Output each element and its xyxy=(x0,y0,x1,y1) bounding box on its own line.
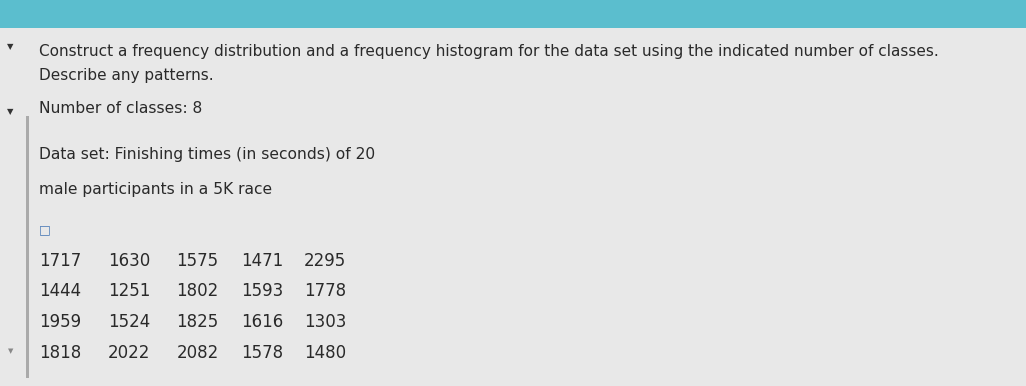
Text: 1578: 1578 xyxy=(241,344,283,362)
Text: 1575: 1575 xyxy=(176,252,219,269)
Text: 1778: 1778 xyxy=(304,283,346,300)
Text: male participants in a 5K race: male participants in a 5K race xyxy=(39,182,272,196)
Text: 1524: 1524 xyxy=(108,313,150,331)
Text: 1471: 1471 xyxy=(241,252,283,269)
Text: □: □ xyxy=(39,223,50,236)
Text: 1251: 1251 xyxy=(108,283,150,300)
Text: 1959: 1959 xyxy=(39,313,81,331)
Text: Data set: Finishing times (in seconds) of 20: Data set: Finishing times (in seconds) o… xyxy=(39,147,376,162)
Text: 1818: 1818 xyxy=(39,344,81,362)
Text: ▼: ▼ xyxy=(7,107,13,117)
Text: 1802: 1802 xyxy=(176,283,219,300)
Text: 1616: 1616 xyxy=(241,313,283,331)
Text: 1593: 1593 xyxy=(241,283,283,300)
Text: 1480: 1480 xyxy=(304,344,346,362)
Text: 1303: 1303 xyxy=(304,313,346,331)
Text: 2022: 2022 xyxy=(108,344,150,362)
Text: 1444: 1444 xyxy=(39,283,81,300)
Text: 1717: 1717 xyxy=(39,252,81,269)
Text: 1825: 1825 xyxy=(176,313,219,331)
Text: Construct a frequency distribution and a frequency histogram for the data set us: Construct a frequency distribution and a… xyxy=(39,44,939,59)
Text: Number of classes: 8: Number of classes: 8 xyxy=(39,101,202,115)
Bar xyxy=(26,116,29,378)
Text: ▼: ▼ xyxy=(7,348,13,354)
Text: 1630: 1630 xyxy=(108,252,150,269)
Text: Describe any patterns.: Describe any patterns. xyxy=(39,68,213,83)
Text: ▼: ▼ xyxy=(7,42,13,51)
Text: 2295: 2295 xyxy=(304,252,346,269)
Text: 2082: 2082 xyxy=(176,344,219,362)
Bar xyxy=(0,0,1026,28)
